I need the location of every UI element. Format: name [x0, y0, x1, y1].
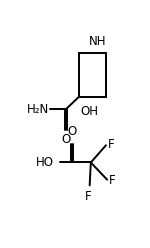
Text: OH: OH — [80, 105, 98, 118]
Text: HO: HO — [36, 156, 54, 169]
Text: F: F — [85, 190, 92, 203]
Text: H₂N: H₂N — [27, 103, 49, 116]
Text: F: F — [109, 174, 116, 187]
Text: O: O — [61, 133, 70, 146]
Text: NH: NH — [88, 34, 106, 48]
Text: F: F — [108, 138, 115, 151]
Text: O: O — [68, 125, 77, 138]
